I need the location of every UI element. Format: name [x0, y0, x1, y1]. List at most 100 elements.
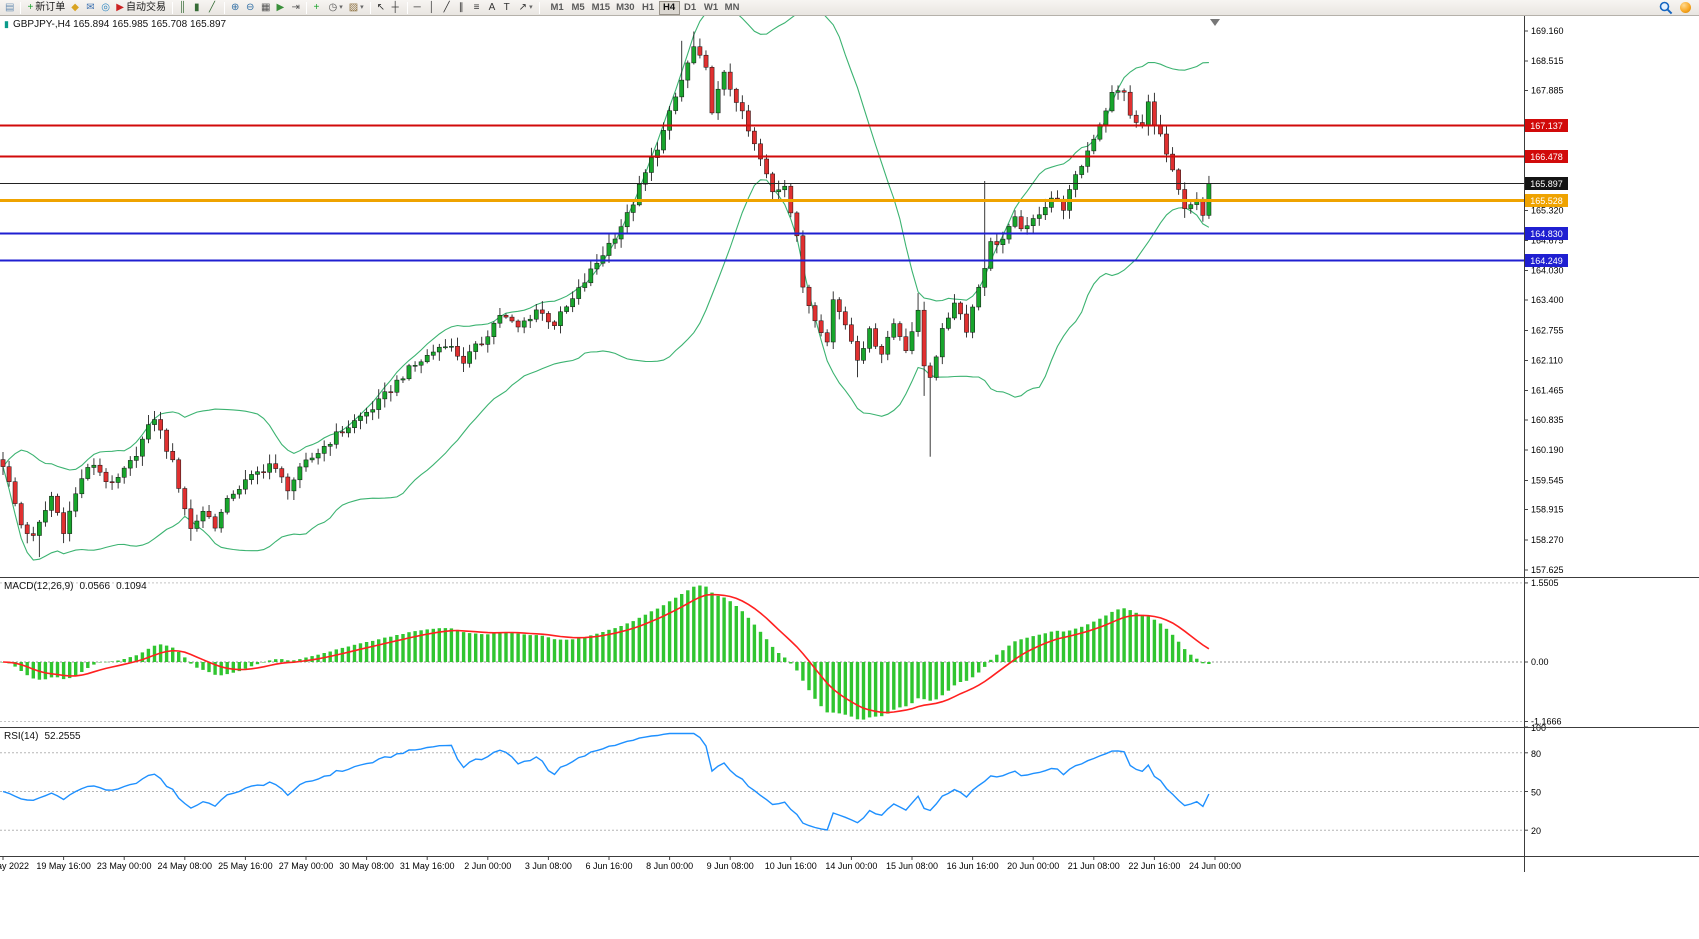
macd-histogram-bar [146, 648, 151, 662]
macd-histogram-bar [983, 662, 987, 667]
candle-body [370, 409, 376, 413]
macd-histogram-bar [43, 662, 48, 680]
candle-body [55, 495, 60, 513]
timeframe-m5-button[interactable]: M5 [568, 1, 589, 15]
time-axis-label: 18 May 2022 [0, 861, 29, 871]
macd-histogram-bar [219, 662, 223, 676]
candle-body [727, 71, 733, 90]
time-axis[interactable]: 18 May 2022 19 May 16:00 23 May 00:00 24 Ma… [0, 856, 1241, 871]
candle-body [655, 149, 660, 158]
time-axis-label: 6 Jun 16:00 [585, 861, 632, 871]
candle-body [467, 351, 472, 364]
mail-button[interactable]: ✉ [83, 1, 98, 15]
candles-layer [0, 31, 1212, 558]
price-badge-resistance-line [1525, 149, 1568, 163]
community-icon: ◎ [101, 1, 111, 13]
candle-body [309, 457, 315, 461]
fibonacci-button[interactable]: ≡ [471, 1, 486, 15]
cursor-button[interactable]: ↖ [374, 1, 389, 15]
candlestick-chart-button[interactable]: ▮ [191, 1, 206, 15]
timeframe-m1-button[interactable]: M1 [547, 1, 568, 15]
periods-button[interactable]: ◷ ▾ [325, 1, 345, 15]
label-button[interactable]: T [501, 1, 516, 15]
candle-body [218, 511, 224, 529]
auto-scroll-icon: ▶ [276, 1, 285, 13]
candle-body [170, 451, 176, 461]
candle-body [158, 419, 163, 431]
line-chart-button[interactable]: ╱ [206, 1, 221, 15]
auto-scroll-button[interactable]: ▶ [273, 1, 288, 15]
candle-body [267, 463, 272, 473]
toolbar-separator [406, 1, 408, 14]
macd-histogram-bar [86, 662, 90, 668]
chart-shift-marker[interactable] [1210, 19, 1220, 26]
price-axis[interactable]: 169.160 168.515 167.885 165.320 164.675 164.0… [1524, 26, 1568, 575]
candle-body [30, 533, 36, 536]
timeframe-m30-button[interactable]: M30 [613, 1, 637, 15]
community-button[interactable]: ◎ [98, 1, 113, 15]
price-axis-label: 165.320 [1531, 205, 1564, 215]
macd-histogram-bar [989, 659, 993, 662]
indicators-button[interactable]: + [310, 1, 325, 15]
zoom-out-button[interactable]: ⊖ [243, 1, 258, 15]
macd-histogram-bar [122, 659, 126, 662]
candle-body [849, 324, 854, 342]
window-button[interactable]: ▤ [2, 1, 17, 15]
candle-body [764, 158, 769, 175]
crosshair-button[interactable]: ┼ [389, 1, 404, 15]
timeframe-h1-button[interactable]: H1 [638, 1, 659, 15]
candle-body [382, 391, 388, 400]
macd-histogram-bar [880, 662, 884, 717]
trendline-button[interactable]: ╱ [441, 1, 456, 15]
candle-body [327, 444, 333, 447]
scales-icon-button[interactable]: ◆ [68, 1, 83, 15]
timeframe-d1-button[interactable]: D1 [680, 1, 701, 15]
timeframe-m15-button[interactable]: M15 [589, 1, 613, 15]
candle-body [388, 391, 394, 393]
indicators-icon: + [313, 1, 320, 13]
vertical-line-button[interactable]: │ [426, 1, 441, 15]
arrows-button[interactable]: ↗ ▾ [516, 1, 536, 15]
candle-body [691, 46, 697, 64]
macd-histogram-bar [1067, 630, 1072, 662]
candle-body [12, 481, 18, 504]
candle-body [1061, 198, 1066, 211]
price-axis-label: 164.675 [1531, 236, 1564, 246]
macd-histogram-bar [922, 662, 926, 700]
candle-body [146, 424, 151, 440]
macd-histogram-bar [352, 644, 357, 662]
macd-histogram-bar [164, 645, 169, 662]
tile-windows-button[interactable]: ▦ [258, 1, 273, 15]
macd-histogram-bar [570, 639, 575, 662]
timeframe-w1-button[interactable]: W1 [701, 1, 722, 15]
zoom-in-button[interactable]: ⊕ [228, 1, 243, 15]
macd-histogram-bar [1055, 630, 1060, 662]
candle-body [1097, 124, 1103, 140]
price-axis-label: 162.110 [1531, 355, 1563, 365]
candle-body [303, 459, 309, 468]
candle-body [685, 62, 691, 81]
macd-histogram-bar [413, 631, 417, 662]
bar-chart-button[interactable]: ║ [176, 1, 191, 15]
time-axis-label: 21 Jun 08:00 [1068, 861, 1120, 871]
candle-body [340, 431, 345, 434]
macd-histogram-bar [740, 611, 744, 662]
horizontal-line-button[interactable]: ─ [411, 1, 426, 15]
text-button[interactable]: A [486, 1, 501, 15]
macd-histogram-bar [867, 662, 872, 718]
macd-histogram-bar [1098, 618, 1102, 662]
autotrade-button[interactable]: ▶ 自动交易 [113, 1, 169, 15]
new-order-button[interactable]: + 新订单 [24, 1, 68, 15]
chart-shift-button[interactable]: ⇥ [288, 1, 303, 15]
candle-body [1091, 138, 1097, 152]
candle-body [903, 336, 909, 351]
candle-body [109, 481, 115, 483]
timeframe-h4-button[interactable]: H4 [658, 0, 680, 15]
autotrade-icon: ▶ [116, 1, 124, 13]
channel-button[interactable]: ∥ [456, 1, 471, 15]
search-icon[interactable] [1659, 1, 1673, 15]
timeframe-mn-button[interactable]: MN [722, 1, 743, 15]
price-badge-value: 167.137 [1530, 121, 1563, 131]
templates-button[interactable]: ▨ ▾ [346, 1, 367, 15]
